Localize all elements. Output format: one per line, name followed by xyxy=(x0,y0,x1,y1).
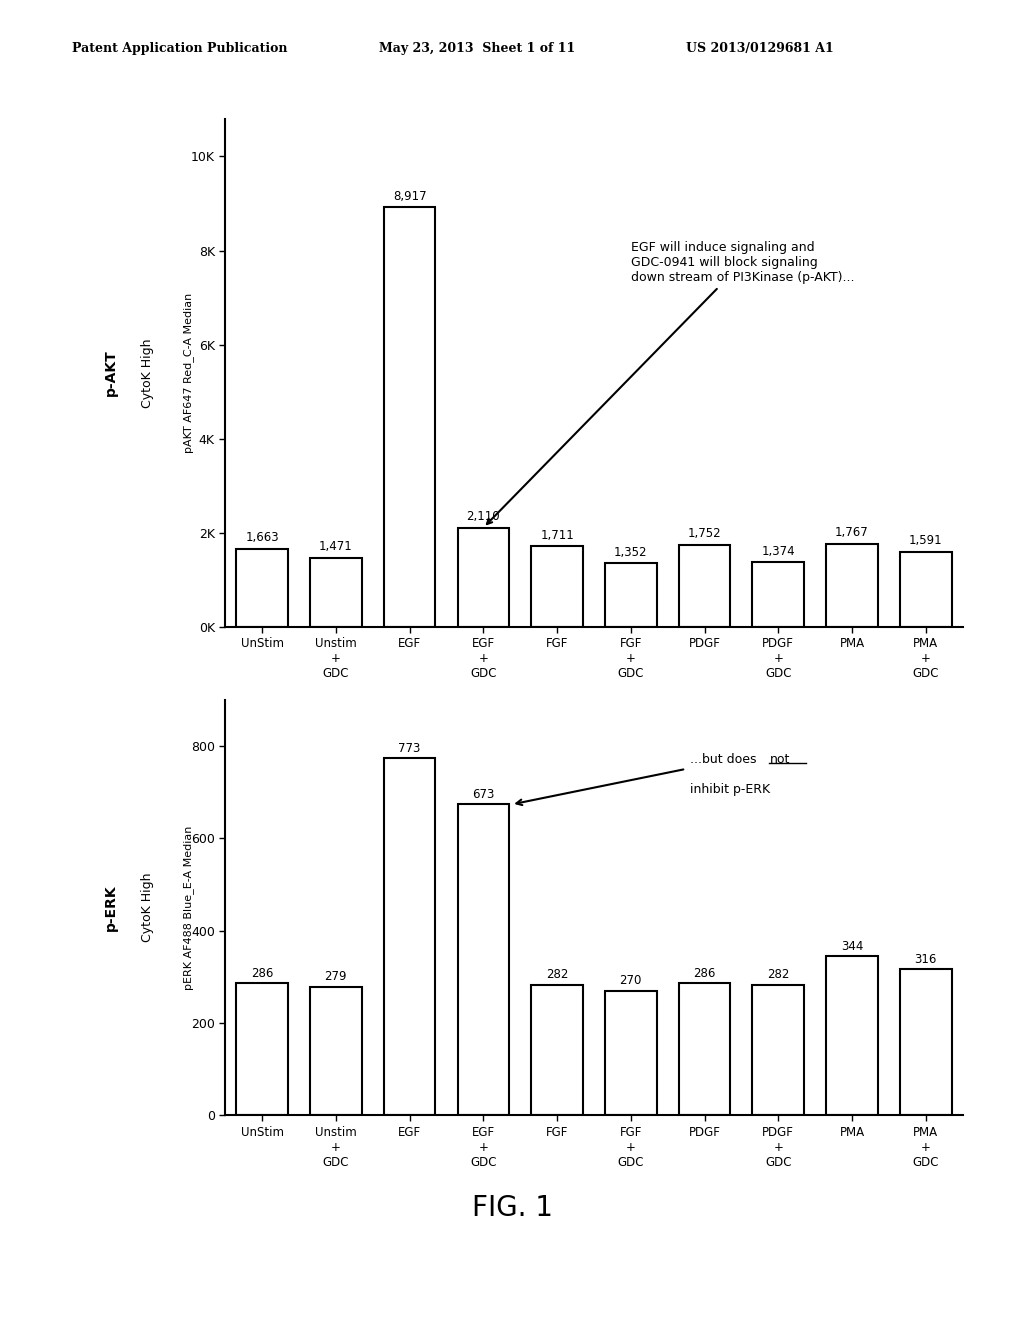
Text: US 2013/0129681 A1: US 2013/0129681 A1 xyxy=(686,42,834,55)
Bar xyxy=(753,985,804,1115)
Text: p-ERK: p-ERK xyxy=(104,884,118,931)
Text: Patent Application Publication: Patent Application Publication xyxy=(72,42,287,55)
Text: ...but does: ...but does xyxy=(690,752,760,766)
Bar xyxy=(605,564,656,627)
Text: 673: 673 xyxy=(472,788,495,801)
Text: 270: 270 xyxy=(620,974,642,987)
Bar xyxy=(384,758,435,1115)
Text: 1,374: 1,374 xyxy=(762,545,795,557)
Text: pAKT AF647 Red_C-A Median: pAKT AF647 Red_C-A Median xyxy=(183,293,194,453)
Bar xyxy=(900,969,951,1115)
Bar xyxy=(679,545,730,627)
Text: 1,767: 1,767 xyxy=(836,527,868,539)
Bar xyxy=(900,552,951,627)
Text: 286: 286 xyxy=(693,966,716,979)
Text: 1,711: 1,711 xyxy=(541,529,573,541)
Text: CytoK High: CytoK High xyxy=(141,873,155,942)
Text: 1,471: 1,471 xyxy=(319,540,352,553)
Bar xyxy=(237,549,288,627)
Bar xyxy=(458,528,509,627)
Text: 344: 344 xyxy=(841,940,863,953)
Text: not: not xyxy=(769,752,790,766)
Bar xyxy=(826,544,878,627)
Text: 2,110: 2,110 xyxy=(467,510,500,523)
Text: 773: 773 xyxy=(398,742,421,755)
Bar xyxy=(605,990,656,1115)
Bar xyxy=(310,558,361,627)
Text: 279: 279 xyxy=(325,970,347,983)
Bar xyxy=(310,986,361,1115)
Bar xyxy=(531,985,583,1115)
Text: CytoK High: CytoK High xyxy=(141,338,155,408)
Bar xyxy=(384,207,435,627)
Text: inhibit p-ERK: inhibit p-ERK xyxy=(690,783,770,796)
Bar xyxy=(826,957,878,1115)
Bar xyxy=(458,804,509,1115)
Text: EGF will induce signaling and
GDC-0941 will block signaling
down stream of PI3Ki: EGF will induce signaling and GDC-0941 w… xyxy=(486,242,854,524)
Bar xyxy=(753,562,804,627)
Text: 1,352: 1,352 xyxy=(614,545,647,558)
Text: 282: 282 xyxy=(546,969,568,982)
Bar xyxy=(679,983,730,1115)
Text: 1,591: 1,591 xyxy=(909,535,942,548)
Text: p-AKT: p-AKT xyxy=(104,350,118,396)
Text: 286: 286 xyxy=(251,966,273,979)
Text: 1,663: 1,663 xyxy=(246,531,279,544)
Text: pERK AF488 Blue_E-A Median: pERK AF488 Blue_E-A Median xyxy=(183,825,194,990)
Text: May 23, 2013  Sheet 1 of 11: May 23, 2013 Sheet 1 of 11 xyxy=(379,42,575,55)
Text: 1,752: 1,752 xyxy=(688,527,721,540)
Bar xyxy=(237,983,288,1115)
Text: 282: 282 xyxy=(767,969,790,982)
Text: FIG. 1: FIG. 1 xyxy=(471,1193,553,1222)
Text: 8,917: 8,917 xyxy=(393,190,426,203)
Text: 316: 316 xyxy=(914,953,937,966)
Bar xyxy=(531,546,583,627)
